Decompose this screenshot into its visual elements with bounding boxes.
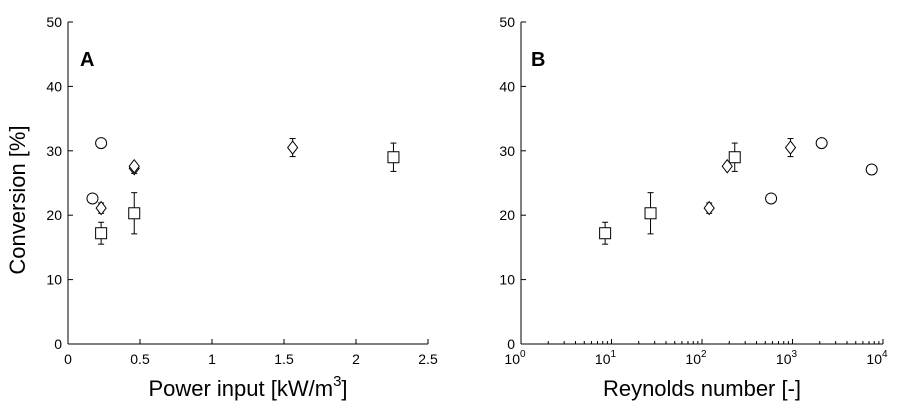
x-tick-label: 102 [685,349,707,367]
x-axis-title: Power input [kW/m3] [148,373,347,401]
circle-point [95,137,108,150]
x-tick-label: 100 [504,349,526,367]
y-tick-label: 10 [46,272,62,288]
y-tick-label: 20 [46,207,62,223]
panel-label: B [531,49,545,71]
y-tick-label: 10 [499,272,515,288]
x-tick-label-exponent: 3 [792,349,798,360]
x-tick-label-exponent: 2 [701,349,707,360]
y-tick-label: 50 [46,14,62,30]
x-tick-label-exponent: 4 [882,349,888,360]
y-tick-label: 30 [46,143,62,159]
x-tick-label-base: 10 [595,351,611,367]
y-tick-label: 50 [499,14,515,30]
x-tick-label-base: 10 [776,351,792,367]
diamond-point [703,200,715,216]
x-tick-label: 2.5 [418,351,438,367]
square-point [95,227,108,240]
square-point [644,207,657,220]
circle-point [86,192,99,205]
circle-point [865,163,878,176]
x-tick-label: 0.5 [130,351,150,367]
x-tick-label: 104 [866,349,888,367]
diamond-point [287,140,299,155]
diamond-point [95,200,107,216]
square-point [128,207,141,220]
panel-label: A [80,49,94,71]
square-point [387,151,400,164]
square-point [599,227,612,240]
y-axis-title: Conversion [%] [5,125,30,275]
circle-point [765,192,778,205]
x-axis-title-superscript: 3 [333,373,341,390]
x-tick-label: 1 [208,351,216,367]
x-axis-title: Reynolds number [-] [603,376,801,401]
x-axis-title-main: Power input [kW/m [148,376,333,401]
square-point [728,151,741,164]
y-tick-label: 40 [46,78,62,94]
y-tick-label: 40 [499,78,515,94]
y-tick-label: 0 [507,336,515,352]
x-tick-label-base: 10 [685,351,701,367]
x-tick-label: 0 [64,351,72,367]
diamond-point [128,158,140,174]
diamond-point [721,158,733,174]
x-tick-label: 103 [776,349,798,367]
x-tick-label-base: 10 [866,351,882,367]
x-tick-label: 2 [352,351,360,367]
circle-point [815,137,828,150]
x-tick-label: 1.5 [274,351,294,367]
x-tick-label: 101 [595,349,617,367]
diamond-point [784,140,797,155]
x-axis-title-suffix: ] [341,376,347,401]
y-tick-label: 30 [499,143,515,159]
panel-a: 0 10 20 30 40 50 0 0.5 1 1.5 2 2.5 A Power input [kW/… [46,14,438,401]
y-tick-label: 20 [499,207,515,223]
y-tick-label: 0 [54,336,62,352]
x-tick-label-exponent: 0 [520,349,526,360]
x-tick-label-exponent: 1 [611,349,617,360]
x-tick-label-base: 10 [504,351,520,367]
